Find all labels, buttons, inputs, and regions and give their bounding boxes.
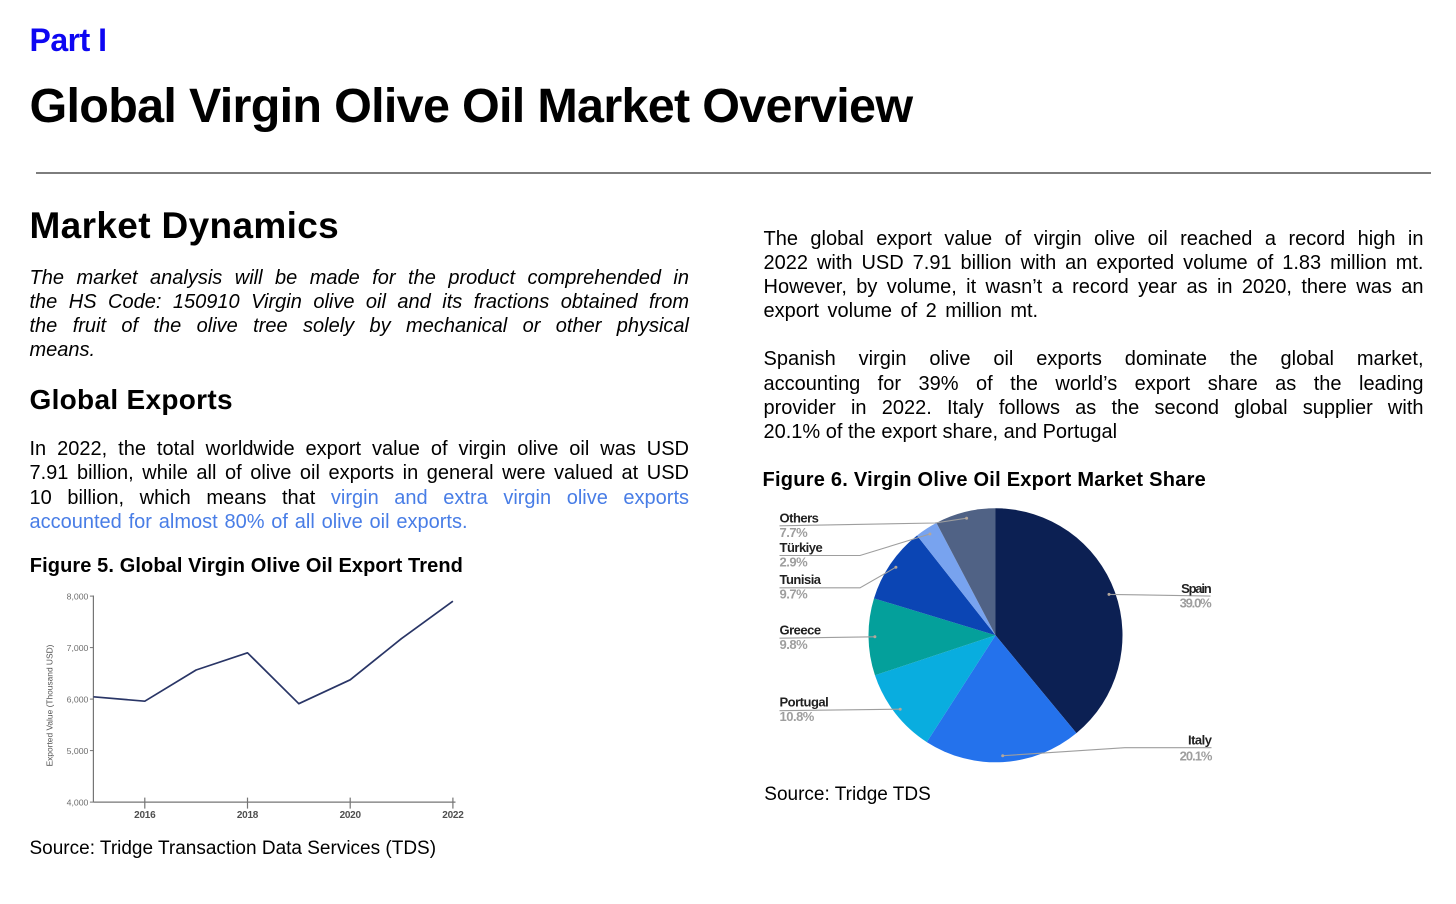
svg-text:Portugal: Portugal bbox=[780, 695, 829, 710]
svg-text:2016: 2016 bbox=[134, 810, 156, 821]
svg-text:2018: 2018 bbox=[237, 810, 259, 821]
svg-text:20.1%: 20.1% bbox=[1180, 749, 1213, 764]
svg-text:Italy: Italy bbox=[1188, 733, 1213, 748]
svg-text:6,000: 6,000 bbox=[67, 694, 89, 704]
svg-text:8,000: 8,000 bbox=[67, 591, 89, 601]
svg-text:Spain: Spain bbox=[1181, 581, 1212, 596]
svg-text:2022: 2022 bbox=[442, 810, 464, 821]
svg-text:9.8%: 9.8% bbox=[780, 637, 809, 652]
svg-text:7,000: 7,000 bbox=[67, 643, 89, 653]
svg-text:5,000: 5,000 bbox=[67, 746, 89, 756]
svg-text:9.7%: 9.7% bbox=[780, 587, 809, 602]
svg-text:2020: 2020 bbox=[340, 810, 362, 821]
svg-text:Tunisia: Tunisia bbox=[780, 572, 822, 587]
svg-text:10.8%: 10.8% bbox=[780, 709, 815, 724]
svg-text:4,000: 4,000 bbox=[67, 797, 89, 807]
svg-text:2.9%: 2.9% bbox=[780, 555, 809, 570]
svg-text:39.0%: 39.0% bbox=[1180, 596, 1213, 611]
svg-text:Türkiye: Türkiye bbox=[780, 540, 823, 555]
svg-text:Others: Others bbox=[780, 510, 819, 525]
svg-text:Greece: Greece bbox=[780, 622, 821, 637]
svg-text:Exported Value (Thousand USD): Exported Value (Thousand USD) bbox=[45, 644, 55, 766]
svg-text:7.7%: 7.7% bbox=[780, 525, 809, 540]
